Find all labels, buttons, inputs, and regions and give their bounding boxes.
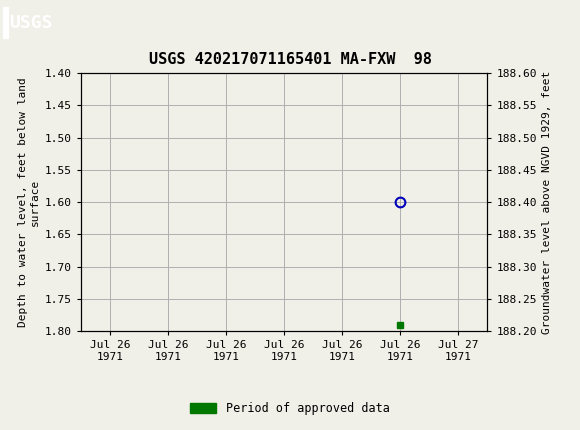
Bar xyxy=(3,7,8,38)
Y-axis label: Depth to water level, feet below land
surface: Depth to water level, feet below land su… xyxy=(18,77,39,327)
Legend: Period of approved data: Period of approved data xyxy=(186,397,394,420)
Text: USGS: USGS xyxy=(9,14,52,31)
Y-axis label: Groundwater level above NGVD 1929, feet: Groundwater level above NGVD 1929, feet xyxy=(542,71,552,334)
Text: USGS 420217071165401 MA-FXW  98: USGS 420217071165401 MA-FXW 98 xyxy=(148,52,432,67)
